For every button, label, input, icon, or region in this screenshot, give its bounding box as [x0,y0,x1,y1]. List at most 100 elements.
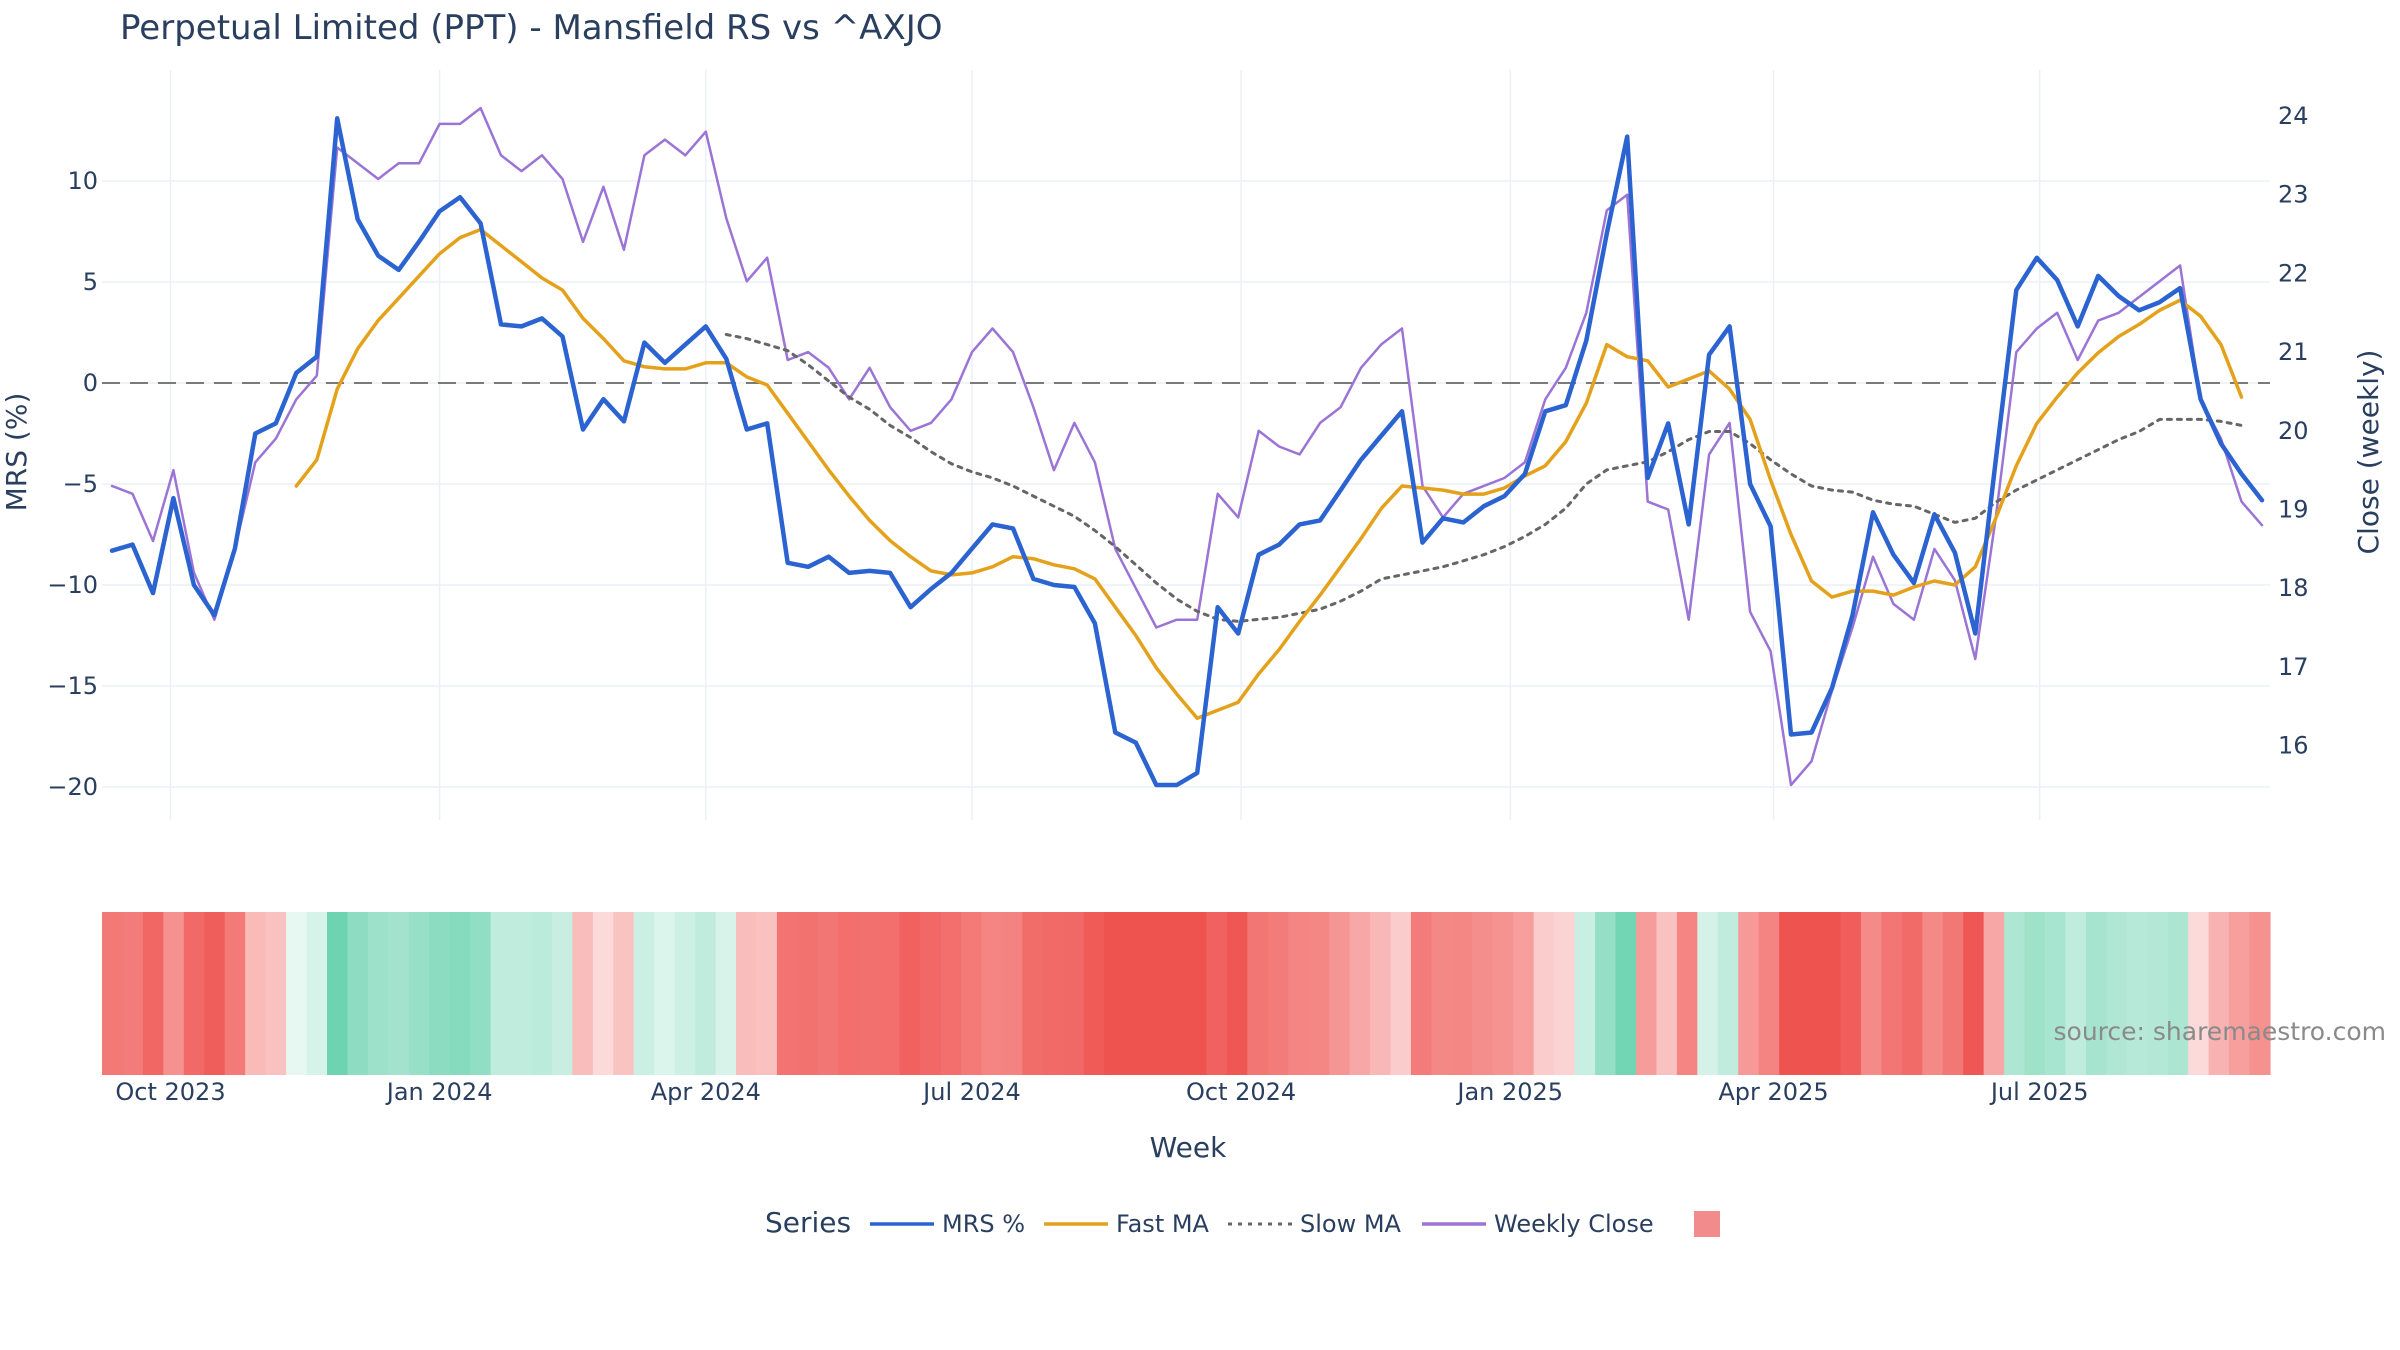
heat-cell [940,912,962,1075]
series-line-fast-ma [294,227,2244,721]
heat-cell [1738,912,1760,1075]
x-tick-label: Jan 2024 [385,1078,493,1106]
x-tick-label: Oct 2024 [1186,1078,1296,1106]
y-tick-label: 10 [67,167,98,195]
y2-tick-label: 21 [2278,338,2309,366]
heat-cell [797,912,819,1075]
y-tick-label: 5 [83,268,98,296]
grid-lines [102,70,2270,820]
heat-cell [1390,912,1412,1075]
heat-cell [224,912,246,1075]
heat-cell [1370,912,1392,1075]
heat-cell [1431,912,1453,1075]
heat-cell [1042,912,1064,1075]
y-tick-label: −10 [47,571,98,599]
heat-cell [2167,912,2189,1075]
heat-cell [2065,912,2087,1075]
heat-cell [1860,912,1882,1075]
heat-cell [2106,912,2128,1075]
legend: Series MRS % Fast MA Slow MA Weekly Close [765,1206,1720,1239]
heat-cell [2085,912,2107,1075]
heat-cell [1820,912,1842,1075]
heat-cell [122,912,144,1075]
heat-cell [429,912,451,1075]
heat-cell [1676,912,1698,1075]
series-lines [109,106,2265,788]
legend-swatch-marker [1694,1211,1720,1237]
heat-cell [2147,912,2169,1075]
x-axis: Oct 2023 Jan 2024 Apr 2024 Jul 2024 Oct 2024… [115,1078,2088,1106]
heat-cell [674,912,696,1075]
heat-cell [1799,912,1821,1075]
y2-tick-label: 18 [2278,574,2309,602]
heat-cell [408,912,430,1075]
y-axis-title: MRS (%) [0,393,33,512]
heat-cell [776,912,798,1075]
heat-cell [286,912,308,1075]
y-axis-left: 10 5 0 −5 −10 −15 −20 [47,167,98,801]
x-axis-title: Week [1150,1131,1227,1164]
y2-tick-label: 19 [2278,496,2309,524]
heat-cell [1758,912,1780,1075]
heat-cell [1554,912,1576,1075]
heat-cell [306,912,328,1075]
heat-cell [326,912,349,1075]
heat-cell [981,912,1003,1075]
heat-cell [1124,912,1146,1075]
y-axis-right: 24 23 22 21 20 19 18 17 16 [2278,102,2309,760]
heat-cell [2249,912,2271,1075]
y-tick-label: 0 [83,369,98,397]
heat-cell [961,912,983,1075]
heat-cell [1901,912,1923,1075]
legend-label-weekly-close: Weekly Close [1494,1210,1654,1238]
heat-cell [1779,912,1801,1075]
heat-cell [1963,912,1985,1075]
heat-cell [1533,912,1555,1075]
heat-cell [736,912,758,1075]
heat-cell [920,912,942,1075]
heat-cell [1308,912,1330,1075]
y2-tick-label: 24 [2278,102,2309,130]
heat-cell [1574,912,1596,1075]
x-tick-label: Oct 2023 [115,1078,225,1106]
heat-cell [347,912,369,1075]
heat-cell [633,912,655,1075]
heat-cell [1145,912,1167,1075]
heat-cell [470,912,492,1075]
heat-cell [879,912,901,1075]
heat-cell [1288,912,1310,1075]
y2-tick-label: 22 [2278,259,2309,287]
legend-label-mrs: MRS % [942,1210,1025,1238]
heat-cell [1717,912,1739,1075]
heat-cell [1226,912,1248,1075]
heat-cell [1349,912,1371,1075]
heat-cell [511,912,533,1075]
legend-label-slow-ma: Slow MA [1300,1210,1402,1238]
heat-cell [858,912,880,1075]
heat-cell [572,912,594,1075]
heat-cell [695,912,717,1075]
heat-cell [204,912,226,1075]
heat-cell [1063,912,1085,1075]
heat-cell [1410,912,1433,1075]
heat-cell [1942,912,1964,1075]
y-tick-label: −15 [47,672,98,700]
heat-cell [1983,912,2005,1075]
heat-cell [756,912,778,1075]
heat-cell [1206,912,1228,1075]
x-tick-label: Jan 2025 [1455,1078,1563,1106]
y2-tick-label: 20 [2278,417,2309,445]
heat-cell [265,912,287,1075]
heat-cell [1492,912,1514,1075]
heat-cell [142,912,164,1075]
heat-cell [1022,912,1044,1075]
heat-cell [2004,912,2026,1075]
heat-cell [1635,912,1658,1075]
heat-cell [2024,912,2046,1075]
y2-tick-label: 17 [2278,653,2309,681]
heat-cell [654,912,676,1075]
y-tick-label: −5 [63,470,98,498]
heat-cell [1451,912,1473,1075]
x-tick-label: Jul 2024 [921,1078,1021,1106]
